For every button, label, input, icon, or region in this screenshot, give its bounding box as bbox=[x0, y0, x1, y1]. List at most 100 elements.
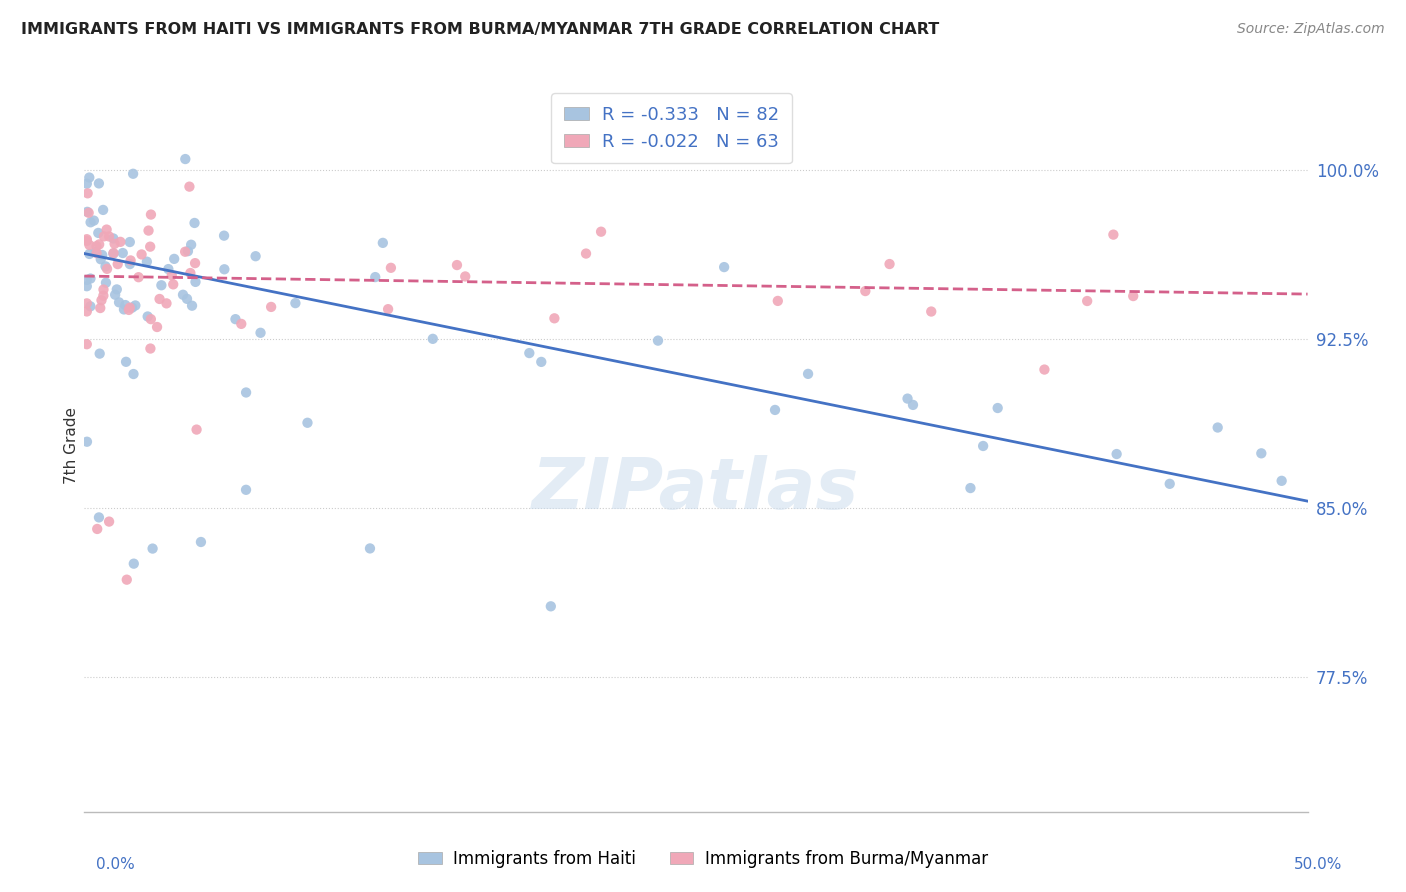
Point bbox=[87, 510, 110, 524]
Point bbox=[91, 202, 114, 217]
Y-axis label: 7th Grade: 7th Grade bbox=[63, 408, 79, 484]
Point bbox=[184, 256, 207, 270]
Point bbox=[136, 310, 159, 324]
Point bbox=[108, 295, 131, 310]
Point bbox=[131, 247, 153, 261]
Point bbox=[86, 239, 108, 253]
Point bbox=[155, 296, 177, 310]
Point bbox=[174, 152, 197, 166]
Text: 0.0%: 0.0% bbox=[96, 857, 135, 872]
Point bbox=[93, 283, 115, 297]
Point bbox=[84, 245, 107, 260]
Point bbox=[235, 385, 257, 400]
Point bbox=[121, 301, 143, 315]
Point bbox=[87, 177, 110, 191]
Point bbox=[118, 235, 141, 249]
Point bbox=[972, 439, 994, 453]
Point bbox=[179, 179, 201, 194]
Point bbox=[76, 177, 98, 191]
Point bbox=[79, 247, 101, 261]
Point bbox=[139, 208, 162, 222]
Point bbox=[364, 270, 387, 285]
Point bbox=[901, 398, 924, 412]
Point bbox=[142, 541, 165, 556]
Point bbox=[79, 215, 101, 229]
Text: IMMIGRANTS FROM HAITI VS IMMIGRANTS FROM BURMA/MYANMAR 7TH GRADE CORRELATION CHA: IMMIGRANTS FROM HAITI VS IMMIGRANTS FROM… bbox=[21, 22, 939, 37]
Point bbox=[76, 304, 98, 318]
Point bbox=[76, 296, 98, 310]
Point bbox=[540, 599, 562, 614]
Point bbox=[148, 292, 170, 306]
Point bbox=[454, 269, 477, 284]
Point bbox=[139, 240, 162, 254]
Point bbox=[1206, 420, 1229, 434]
Point bbox=[89, 301, 111, 315]
Point bbox=[96, 222, 118, 236]
Point bbox=[139, 312, 162, 326]
Point bbox=[359, 541, 381, 556]
Point bbox=[371, 235, 394, 250]
Point bbox=[186, 423, 208, 437]
Point bbox=[1105, 447, 1128, 461]
Point bbox=[1076, 293, 1098, 308]
Point bbox=[190, 535, 212, 549]
Point bbox=[98, 515, 121, 529]
Point bbox=[530, 355, 553, 369]
Point bbox=[235, 483, 257, 497]
Point bbox=[853, 284, 876, 298]
Point bbox=[517, 346, 540, 360]
Point bbox=[713, 260, 735, 274]
Point bbox=[297, 416, 319, 430]
Point bbox=[79, 238, 101, 252]
Legend: R = -0.333   N = 82, R = -0.022   N = 63: R = -0.333 N = 82, R = -0.022 N = 63 bbox=[551, 93, 792, 163]
Point bbox=[115, 573, 138, 587]
Point bbox=[120, 253, 142, 268]
Point bbox=[575, 246, 598, 260]
Point bbox=[114, 298, 136, 312]
Point bbox=[422, 332, 444, 346]
Point bbox=[260, 300, 283, 314]
Point bbox=[224, 312, 246, 326]
Point bbox=[284, 296, 307, 310]
Point bbox=[76, 186, 98, 201]
Point bbox=[157, 262, 180, 277]
Point bbox=[138, 224, 160, 238]
Point bbox=[76, 234, 98, 248]
Point bbox=[79, 271, 101, 285]
Point bbox=[160, 268, 183, 283]
Point bbox=[1122, 289, 1144, 303]
Point bbox=[98, 229, 121, 244]
Point bbox=[446, 258, 468, 272]
Point bbox=[94, 276, 117, 290]
Point bbox=[183, 216, 205, 230]
Point bbox=[797, 367, 820, 381]
Point bbox=[112, 302, 135, 317]
Point bbox=[76, 273, 98, 287]
Point bbox=[79, 170, 101, 185]
Point bbox=[987, 401, 1010, 415]
Point bbox=[91, 248, 114, 262]
Point bbox=[1102, 227, 1125, 242]
Point bbox=[96, 261, 118, 276]
Point bbox=[380, 260, 402, 275]
Point bbox=[118, 302, 141, 317]
Point bbox=[543, 311, 565, 326]
Point bbox=[93, 229, 115, 244]
Point bbox=[249, 326, 271, 340]
Point bbox=[177, 244, 200, 259]
Legend: Immigrants from Haiti, Immigrants from Burma/Myanmar: Immigrants from Haiti, Immigrants from B… bbox=[412, 844, 994, 875]
Point bbox=[79, 299, 101, 313]
Text: ZIPatlas: ZIPatlas bbox=[533, 456, 859, 524]
Point bbox=[959, 481, 981, 495]
Point bbox=[1250, 446, 1272, 460]
Point bbox=[162, 277, 184, 292]
Point bbox=[103, 246, 125, 260]
Point bbox=[107, 257, 129, 271]
Point bbox=[122, 367, 145, 381]
Point bbox=[920, 304, 942, 318]
Point bbox=[115, 355, 138, 369]
Point bbox=[93, 288, 115, 302]
Point bbox=[1033, 362, 1056, 376]
Point bbox=[231, 317, 253, 331]
Point bbox=[86, 522, 108, 536]
